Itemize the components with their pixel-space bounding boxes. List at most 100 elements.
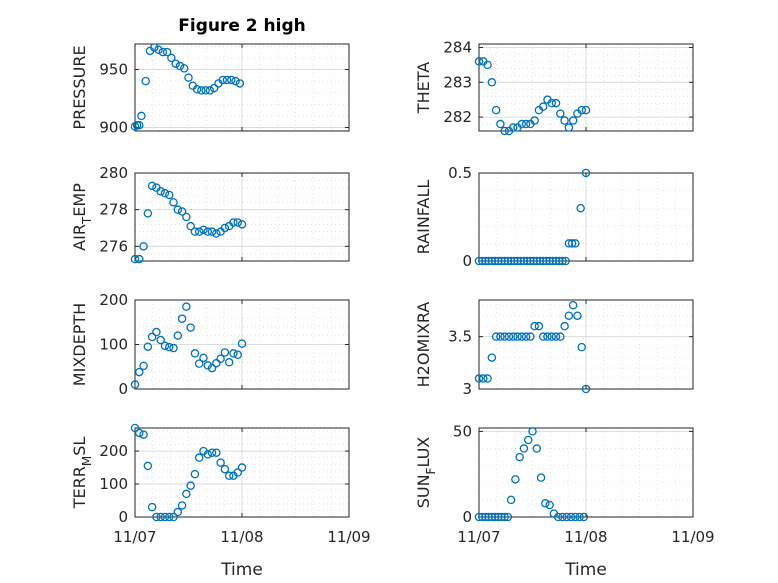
data-point — [477, 256, 487, 266]
data-point — [564, 311, 574, 320]
data-point — [506, 256, 516, 266]
data-point — [156, 512, 165, 522]
data-point — [139, 430, 148, 439]
data-point — [135, 120, 144, 130]
data-point — [216, 458, 225, 467]
data-point — [156, 335, 165, 345]
y-tick-label: 280 — [99, 164, 128, 182]
y-tick-label: 0.5 — [448, 164, 472, 182]
y-axis-label-main: MIXDEPTH — [70, 303, 89, 386]
y-axis-label: TERRMSL — [70, 437, 94, 510]
data-point — [530, 321, 539, 331]
y-axis-label-main: H2OMIXRA — [414, 302, 433, 388]
y-axis-label: RAINFALL — [414, 180, 433, 255]
data-point — [182, 212, 191, 222]
data-point — [474, 374, 484, 383]
data-point — [190, 349, 200, 358]
data-point — [474, 57, 484, 66]
data-point — [556, 332, 565, 341]
data-point — [573, 311, 582, 320]
data-point — [503, 256, 513, 266]
data-point — [506, 495, 516, 505]
data-point — [201, 86, 210, 95]
x-tick-label: 11/07 — [113, 528, 156, 546]
x-tick-label: 11/09 — [671, 528, 714, 546]
y-axis-label: PRESSURE — [70, 45, 89, 129]
data-point — [220, 464, 230, 474]
data-point — [487, 78, 497, 87]
subplot-rainfall: 0 0.5 RAINFALL — [414, 164, 694, 270]
y-axis-label: AIRTEMP — [70, 183, 94, 251]
data-point — [483, 60, 492, 70]
data-point — [500, 512, 509, 522]
data-point — [143, 209, 153, 218]
data-point — [561, 256, 570, 266]
data-point — [568, 300, 578, 310]
data-point — [503, 512, 513, 522]
data-point — [212, 358, 221, 368]
data-point — [156, 187, 165, 196]
y-tick-label: 278 — [99, 201, 128, 219]
data-point — [566, 512, 576, 522]
data-point — [158, 47, 168, 57]
data-point — [218, 75, 227, 85]
data-point — [190, 227, 200, 236]
x-tick-label: 11/07 — [457, 528, 500, 546]
data-point — [177, 314, 187, 323]
data-point — [207, 448, 217, 457]
data-point — [571, 512, 580, 522]
data-point — [581, 105, 591, 115]
data-point — [224, 471, 234, 481]
data-point — [547, 332, 557, 341]
data-point — [167, 53, 176, 63]
y-tick-label: 284 — [443, 38, 472, 56]
data-point — [579, 512, 589, 522]
data-point — [192, 84, 202, 94]
y-axis-label: H2OMIXRA — [414, 302, 433, 388]
data-point — [197, 86, 206, 95]
data-point — [207, 363, 217, 373]
data-point — [186, 323, 195, 332]
data-point — [511, 475, 520, 484]
data-point — [481, 256, 490, 266]
data-point — [560, 321, 569, 331]
data-point — [227, 75, 236, 85]
y-tick-label: 0 — [462, 508, 472, 526]
data-point — [562, 512, 571, 522]
data-point — [177, 501, 187, 510]
data-point — [175, 61, 185, 71]
data-point — [487, 512, 497, 522]
data-point — [130, 254, 140, 264]
data-point — [194, 227, 204, 236]
data-point — [154, 45, 163, 55]
data-point — [500, 256, 509, 266]
data-point — [184, 73, 193, 82]
subplot-terr-msl: 0 100 200 11/07 11/08 11/09 TERRMSL — [70, 423, 371, 546]
data-point — [194, 359, 204, 368]
data-point — [152, 512, 161, 522]
y-axis-label-end: LUX — [414, 437, 433, 468]
data-point — [517, 119, 527, 129]
data-point — [532, 256, 542, 266]
y-axis-label: THETA — [414, 62, 433, 114]
data-point — [237, 339, 247, 348]
data-point — [237, 463, 247, 472]
y-tick-label: 100 — [99, 475, 128, 493]
data-point — [575, 512, 584, 522]
data-point — [194, 453, 204, 462]
y-axis-label-subscript: F — [424, 467, 438, 474]
data-point — [173, 205, 183, 214]
data-point — [487, 353, 497, 362]
data-point — [173, 331, 183, 340]
data-point — [137, 111, 146, 121]
data-point — [164, 190, 174, 200]
data-point — [521, 119, 531, 129]
data-point — [199, 353, 208, 363]
data-point — [147, 502, 157, 512]
data-point — [545, 256, 554, 266]
data-point — [186, 221, 195, 231]
data-point — [484, 256, 493, 266]
data-point — [519, 444, 529, 453]
data-point — [567, 239, 577, 248]
